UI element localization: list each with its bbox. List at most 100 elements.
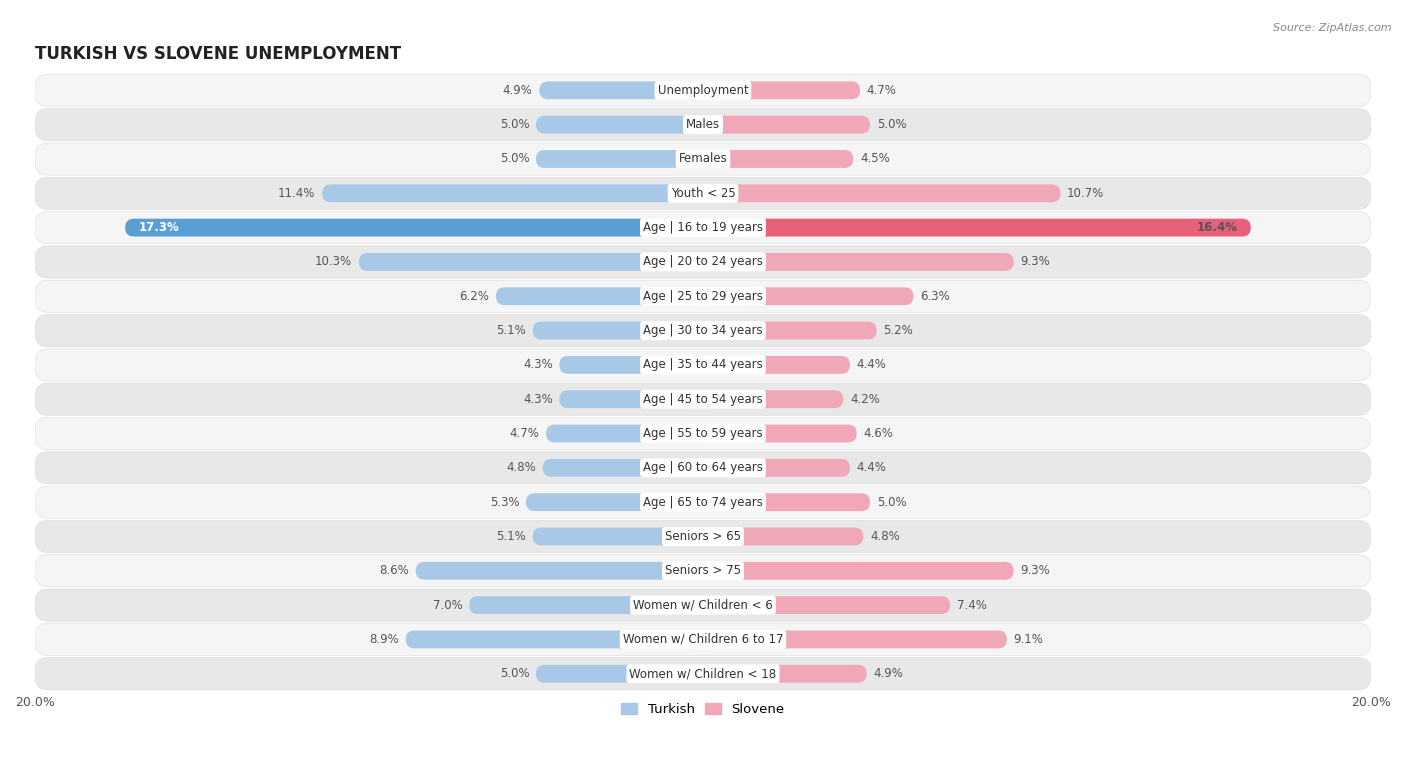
Text: 5.0%: 5.0% (877, 496, 907, 509)
Text: 9.3%: 9.3% (1021, 564, 1050, 578)
FancyBboxPatch shape (416, 562, 703, 580)
Text: 11.4%: 11.4% (278, 187, 315, 200)
FancyBboxPatch shape (703, 494, 870, 511)
FancyBboxPatch shape (703, 562, 1014, 580)
FancyBboxPatch shape (35, 211, 1371, 244)
Text: 4.9%: 4.9% (873, 667, 903, 681)
FancyBboxPatch shape (406, 631, 703, 648)
FancyBboxPatch shape (35, 383, 1371, 416)
FancyBboxPatch shape (35, 623, 1371, 656)
FancyBboxPatch shape (35, 589, 1371, 621)
FancyBboxPatch shape (703, 219, 1251, 236)
Text: 17.3%: 17.3% (138, 221, 179, 234)
Text: Age | 25 to 29 years: Age | 25 to 29 years (643, 290, 763, 303)
FancyBboxPatch shape (359, 253, 703, 271)
FancyBboxPatch shape (703, 185, 1060, 202)
FancyBboxPatch shape (35, 108, 1371, 141)
FancyBboxPatch shape (35, 658, 1371, 690)
FancyBboxPatch shape (35, 520, 1371, 553)
FancyBboxPatch shape (35, 349, 1371, 381)
Text: Age | 30 to 34 years: Age | 30 to 34 years (643, 324, 763, 337)
Text: Women w/ Children < 6: Women w/ Children < 6 (633, 599, 773, 612)
FancyBboxPatch shape (35, 177, 1371, 210)
Text: 4.3%: 4.3% (523, 393, 553, 406)
Text: 16.4%: 16.4% (1197, 221, 1237, 234)
Text: 4.7%: 4.7% (509, 427, 540, 440)
FancyBboxPatch shape (703, 82, 860, 99)
Text: 5.1%: 5.1% (496, 324, 526, 337)
FancyBboxPatch shape (703, 288, 914, 305)
FancyBboxPatch shape (533, 528, 703, 545)
Text: 4.8%: 4.8% (870, 530, 900, 543)
Text: Age | 65 to 74 years: Age | 65 to 74 years (643, 496, 763, 509)
FancyBboxPatch shape (703, 665, 866, 683)
Text: 4.6%: 4.6% (863, 427, 893, 440)
FancyBboxPatch shape (536, 665, 703, 683)
FancyBboxPatch shape (543, 459, 703, 477)
FancyBboxPatch shape (536, 150, 703, 168)
FancyBboxPatch shape (703, 253, 1014, 271)
FancyBboxPatch shape (703, 322, 877, 339)
Text: 5.0%: 5.0% (499, 118, 529, 131)
Text: Women w/ Children 6 to 17: Women w/ Children 6 to 17 (623, 633, 783, 646)
Text: 4.5%: 4.5% (860, 152, 890, 166)
Legend: Turkish, Slovene: Turkish, Slovene (616, 697, 790, 721)
Text: 4.3%: 4.3% (523, 358, 553, 372)
FancyBboxPatch shape (35, 417, 1371, 450)
Text: Age | 55 to 59 years: Age | 55 to 59 years (643, 427, 763, 440)
Text: 5.2%: 5.2% (883, 324, 912, 337)
Text: Women w/ Children < 18: Women w/ Children < 18 (630, 667, 776, 681)
FancyBboxPatch shape (560, 391, 703, 408)
Text: 6.2%: 6.2% (460, 290, 489, 303)
FancyBboxPatch shape (703, 391, 844, 408)
Text: 7.0%: 7.0% (433, 599, 463, 612)
FancyBboxPatch shape (703, 459, 851, 477)
FancyBboxPatch shape (35, 246, 1371, 278)
Text: 5.1%: 5.1% (496, 530, 526, 543)
Text: 10.3%: 10.3% (315, 255, 353, 269)
FancyBboxPatch shape (35, 555, 1371, 587)
FancyBboxPatch shape (536, 116, 703, 133)
FancyBboxPatch shape (35, 452, 1371, 484)
FancyBboxPatch shape (703, 528, 863, 545)
FancyBboxPatch shape (322, 185, 703, 202)
Text: 7.4%: 7.4% (957, 599, 987, 612)
FancyBboxPatch shape (35, 74, 1371, 107)
FancyBboxPatch shape (533, 322, 703, 339)
Text: Youth < 25: Youth < 25 (671, 187, 735, 200)
Text: 4.4%: 4.4% (856, 461, 887, 475)
Text: Age | 60 to 64 years: Age | 60 to 64 years (643, 461, 763, 475)
FancyBboxPatch shape (125, 219, 703, 236)
Text: Seniors > 65: Seniors > 65 (665, 530, 741, 543)
Text: 8.9%: 8.9% (370, 633, 399, 646)
FancyBboxPatch shape (35, 280, 1371, 313)
FancyBboxPatch shape (35, 143, 1371, 175)
Text: Age | 16 to 19 years: Age | 16 to 19 years (643, 221, 763, 234)
Text: 4.7%: 4.7% (866, 84, 897, 97)
FancyBboxPatch shape (703, 425, 856, 442)
Text: Seniors > 75: Seniors > 75 (665, 564, 741, 578)
FancyBboxPatch shape (703, 631, 1007, 648)
Text: 4.4%: 4.4% (856, 358, 887, 372)
Text: Males: Males (686, 118, 720, 131)
FancyBboxPatch shape (526, 494, 703, 511)
FancyBboxPatch shape (540, 82, 703, 99)
Text: Age | 45 to 54 years: Age | 45 to 54 years (643, 393, 763, 406)
Text: Unemployment: Unemployment (658, 84, 748, 97)
FancyBboxPatch shape (470, 597, 703, 614)
Text: 5.0%: 5.0% (499, 152, 529, 166)
FancyBboxPatch shape (35, 486, 1371, 519)
Text: 4.8%: 4.8% (506, 461, 536, 475)
Text: Age | 35 to 44 years: Age | 35 to 44 years (643, 358, 763, 372)
Text: 5.0%: 5.0% (499, 667, 529, 681)
FancyBboxPatch shape (35, 314, 1371, 347)
Text: 6.3%: 6.3% (920, 290, 950, 303)
Text: 9.1%: 9.1% (1014, 633, 1043, 646)
Text: 4.2%: 4.2% (851, 393, 880, 406)
Text: Age | 20 to 24 years: Age | 20 to 24 years (643, 255, 763, 269)
Text: 10.7%: 10.7% (1067, 187, 1104, 200)
FancyBboxPatch shape (703, 116, 870, 133)
Text: Females: Females (679, 152, 727, 166)
FancyBboxPatch shape (560, 356, 703, 374)
FancyBboxPatch shape (703, 150, 853, 168)
